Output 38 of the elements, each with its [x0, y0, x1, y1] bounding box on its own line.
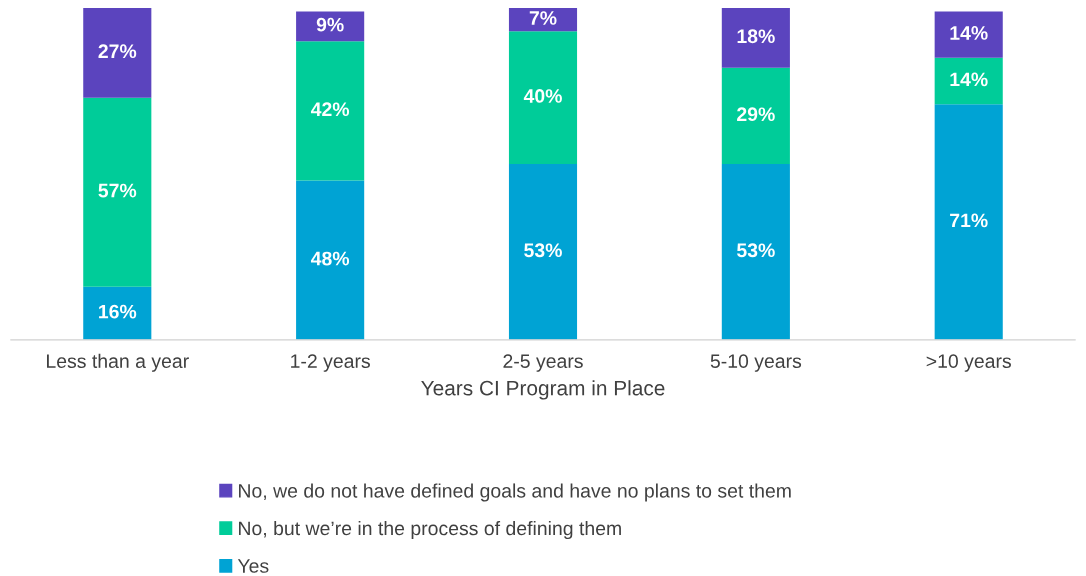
bar — [721, 67, 790, 164]
bar — [934, 104, 1003, 340]
data-label: 42% — [310, 102, 350, 117]
data-label: 18% — [737, 29, 775, 44]
legend-label: No, we do not have defined goals and have no plans to set them — [239, 483, 791, 502]
bar — [721, 164, 790, 340]
data-label: 48% — [310, 251, 350, 266]
bar — [83, 97, 152, 287]
data-label: 16% — [99, 304, 137, 319]
data-label: 57% — [98, 183, 137, 198]
data-label: 27% — [98, 44, 137, 59]
bar — [721, 8, 790, 68]
data-label: 14% — [950, 26, 988, 40]
bar — [83, 286, 152, 340]
bar — [296, 180, 365, 340]
x-tick-label: Less than a year — [47, 353, 189, 372]
bar — [508, 164, 578, 340]
bar — [934, 57, 1003, 105]
bar — [296, 41, 365, 181]
x-tick-label: 5-10 years — [710, 354, 802, 372]
data-label: 71% — [950, 213, 988, 228]
x-tick-label: 2-5 years — [503, 354, 583, 372]
data-label: 29% — [737, 107, 775, 122]
x-axis-title: Years CI Program in Place — [421, 380, 665, 400]
bar — [508, 31, 578, 164]
x-tick-label: 1-2 years — [291, 354, 370, 372]
bar — [934, 11, 1003, 58]
legend-label: Yes — [237, 559, 269, 573]
data-label: 7% — [529, 11, 557, 25]
data-label: 9% — [316, 17, 344, 32]
bar — [83, 8, 152, 98]
data-label: 53% — [524, 243, 562, 258]
data-label: 40% — [523, 89, 562, 103]
data-label: 53% — [737, 243, 775, 258]
bar — [296, 11, 365, 42]
data-label: 14% — [950, 72, 988, 87]
legend-label: No, but we’re in the process of defining them — [239, 520, 621, 540]
x-tick-label: >10 years — [926, 354, 1011, 372]
